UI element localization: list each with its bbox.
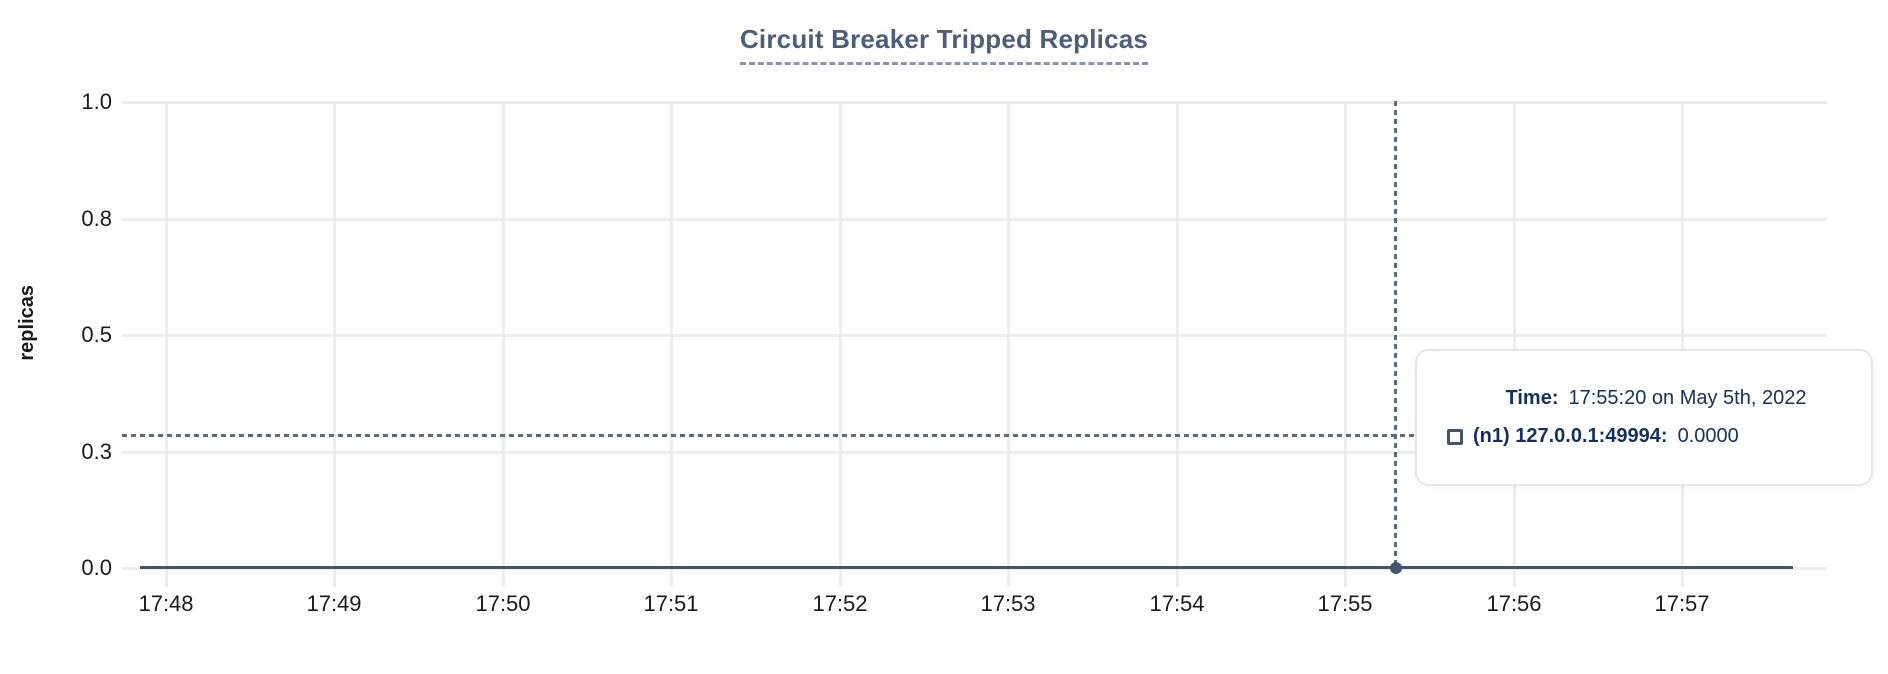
y-gridline — [122, 451, 1827, 454]
x-gridline — [839, 102, 842, 587]
x-gridline — [333, 102, 336, 587]
x-gridline — [502, 102, 505, 587]
tooltip-series-label: (n1) 127.0.0.1:49994: — [1473, 425, 1668, 447]
series-line — [140, 566, 1793, 569]
tooltip: Time: 17:55:20 on May 5th, 2022 (n1) 127… — [1415, 349, 1873, 486]
x-gridline — [670, 102, 673, 587]
series-marker-icon — [1447, 428, 1463, 445]
x-tick-label: 17:57 — [1654, 591, 1710, 616]
x-tick-label: 17:52 — [812, 591, 868, 616]
y-tick-label: 0.0 — [81, 555, 112, 580]
x-tick-label: 17:49 — [306, 591, 362, 616]
x-tick-label: 17:53 — [980, 591, 1036, 616]
x-gridline — [1176, 102, 1179, 587]
chart-title: Circuit Breaker Tripped Replicas — [739, 24, 1149, 65]
x-tick-label: 17:55 — [1317, 591, 1373, 616]
y-tick-label: 0.8 — [81, 206, 112, 231]
y-gridline — [122, 218, 1827, 221]
x-gridline — [1007, 102, 1010, 587]
x-tick-label: 17:56 — [1486, 591, 1542, 616]
tooltip-time-label: Time: — [1505, 387, 1559, 409]
crosshair-horizontal — [122, 434, 1420, 437]
y-gridline — [122, 334, 1827, 337]
x-tick-label: 17:54 — [1149, 591, 1205, 616]
y-tick-label: 0.5 — [81, 322, 112, 347]
y-gridline — [122, 101, 1827, 104]
x-gridline — [1344, 102, 1347, 587]
x-tick-label: 17:51 — [643, 591, 699, 616]
tooltip-series-value: 0.0000 — [1677, 425, 1739, 447]
tooltip-time-value: 17:55:20 on May 5th, 2022 — [1568, 387, 1807, 409]
x-gridline — [1681, 102, 1684, 587]
crosshair-vertical — [1394, 101, 1397, 568]
tooltip-time-row: Time: 17:55:20 on May 5th, 2022 — [1417, 387, 1871, 410]
cursor-point — [1390, 562, 1402, 574]
x-tick-label: 17:50 — [475, 591, 531, 616]
x-gridline — [165, 102, 168, 587]
y-tick-label: 0.3 — [81, 439, 112, 464]
chart-title-wrap: Circuit Breaker Tripped Replicas — [0, 24, 1888, 65]
y-tick-label: 1.0 — [81, 89, 112, 114]
x-tick-label: 17:48 — [138, 591, 194, 616]
tooltip-series-row: (n1) 127.0.0.1:49994: 0.0000 — [1417, 425, 1871, 448]
x-gridline — [1513, 102, 1516, 587]
